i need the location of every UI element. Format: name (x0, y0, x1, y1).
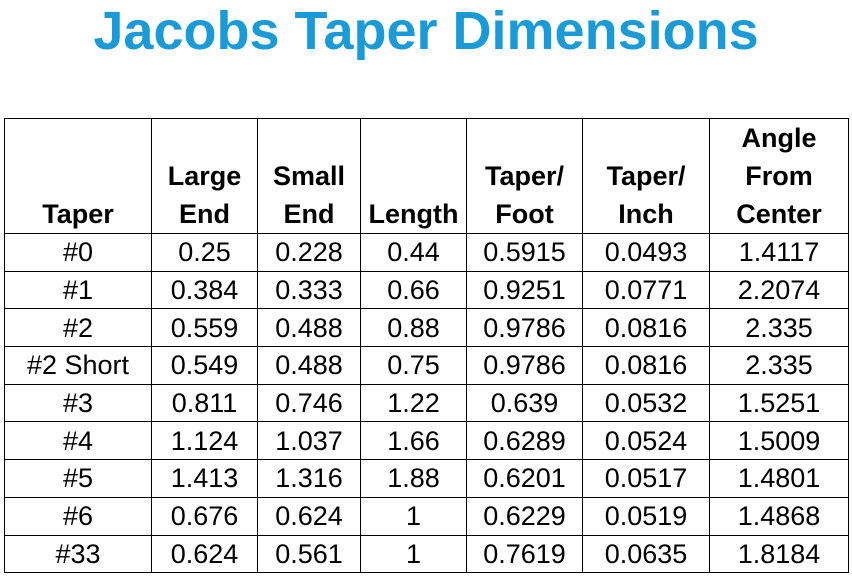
header-line: Small (272, 161, 346, 191)
table-body: #0 0.25 0.228 0.44 0.5915 0.0493 1.4117 #1 0.384… (4, 233, 849, 574)
cell: 2.335 (709, 308, 849, 348)
cell: 0.333 (257, 270, 361, 310)
cell: 0.6229 (466, 496, 583, 536)
column-header: Taper/Inch (582, 118, 710, 234)
cell: 0.0532 (582, 383, 710, 423)
header-line: Length (368, 199, 459, 229)
table-row: #3 0.811 0.746 1.22 0.639 0.0532 1.5251 (4, 383, 849, 423)
taper-name: #33 (4, 534, 152, 574)
header-line: Taper (42, 199, 114, 229)
cell: 1.88 (360, 459, 467, 498)
table-row: #0 0.25 0.228 0.44 0.5915 0.0493 1.4117 (4, 233, 849, 272)
cell: 0.746 (257, 383, 361, 423)
cell: 1.5009 (709, 421, 849, 461)
cell: 2.2074 (709, 270, 849, 310)
cell: 0.0493 (582, 233, 710, 272)
cell: 2.335 (709, 346, 849, 385)
table-row: #2 Short 0.549 0.488 0.75 0.9786 0.0816 2.335 (4, 346, 849, 385)
table-row: #1 0.384 0.333 0.66 0.9251 0.0771 2.2074 (4, 270, 849, 310)
title: Jacobs Taper Dimensions (93, 1, 759, 61)
column-header: Large End (151, 118, 258, 234)
header-line: Taper/ (606, 161, 686, 191)
cell: 0.9786 (466, 346, 583, 385)
cell: 0.25 (151, 233, 258, 272)
cell: 0.488 (257, 346, 361, 385)
cell: 0.384 (151, 270, 258, 310)
cell: 1.66 (360, 421, 467, 461)
cell: 0.549 (151, 346, 258, 385)
cell: 1.4868 (709, 496, 849, 536)
cell: 0.9251 (466, 270, 583, 310)
cell: 1.037 (257, 421, 361, 461)
cell: 0.639 (466, 383, 583, 423)
cell: 0.488 (257, 308, 361, 348)
cell: 1 (360, 496, 467, 536)
cell: 0.0816 (582, 308, 710, 348)
header-line: Center (736, 199, 822, 229)
table-row: #5 1.413 1.316 1.88 0.6201 0.0517 1.4801 (4, 459, 849, 498)
cell: 1.4117 (709, 233, 849, 272)
column-header: Angle From Center (709, 118, 849, 234)
header-line: End (283, 199, 335, 229)
taper-table: Taper Large End Small End Length Taper/Foot Tap… (4, 118, 849, 574)
header-line: Taper/ (484, 161, 565, 191)
cell: 0.0771 (582, 270, 710, 310)
cell: 1.413 (151, 459, 258, 498)
cell: 1.316 (257, 459, 361, 498)
cell: 1.8184 (709, 534, 849, 574)
cell: 0.676 (151, 496, 258, 536)
table-row: #6 0.676 0.624 1 0.6229 0.0519 1.4868 (4, 496, 849, 536)
taper-name: #4 (4, 421, 152, 461)
cell: 0.559 (151, 308, 258, 348)
header-row: Taper Large End Small End Length Taper/Foot Tap… (4, 118, 849, 234)
taper-name: #3 (4, 383, 152, 423)
taper-name: #2 Short (4, 346, 152, 385)
table-row: #4 1.124 1.037 1.66 0.6289 0.0524 1.5009 (4, 421, 849, 461)
header-line: Angle (741, 123, 817, 153)
cell: 0.0524 (582, 421, 710, 461)
taper-name: #5 (4, 459, 152, 498)
cell: 1 (360, 534, 467, 574)
taper-name: #6 (4, 496, 152, 536)
cell: 1.22 (360, 383, 467, 423)
header-line: Inch (618, 199, 674, 229)
cell: 1.124 (151, 421, 258, 461)
cell: 0.9786 (466, 308, 583, 348)
cell: 1.4801 (709, 459, 849, 498)
cell: 0.6201 (466, 459, 583, 498)
taper-name: #1 (4, 270, 152, 310)
column-header: Taper (4, 118, 152, 234)
table-header: Taper Large End Small End Length Taper/Foot Tap… (4, 118, 849, 234)
cell: 0.6289 (466, 421, 583, 461)
cell: 1.5251 (709, 383, 849, 423)
cell: 0.228 (257, 233, 361, 272)
cell: 0.0519 (582, 496, 710, 536)
column-header: Small End (257, 118, 361, 234)
table-row: #33 0.624 0.561 1 0.7619 0.0635 1.8184 (4, 534, 849, 574)
header-line: From (745, 161, 813, 191)
column-header: Taper/Foot (466, 118, 583, 234)
taper-name: #0 (4, 233, 152, 272)
cell: 0.811 (151, 383, 258, 423)
cell: 0.561 (257, 534, 361, 574)
cell: 0.0517 (582, 459, 710, 498)
cell: 0.7619 (466, 534, 583, 574)
cell: 0.624 (151, 534, 258, 574)
cell: 0.44 (360, 233, 467, 272)
header-line: Foot (495, 199, 554, 229)
column-header: Length (360, 118, 467, 234)
table-row: #2 0.559 0.488 0.88 0.9786 0.0816 2.335 (4, 308, 849, 348)
cell: 0.75 (360, 346, 467, 385)
header-line: End (179, 199, 230, 229)
taper-name: #2 (4, 308, 152, 348)
cell: 0.0635 (582, 534, 710, 574)
cell: 0.0816 (582, 346, 710, 385)
header-line: Large (167, 161, 242, 191)
cell: 0.5915 (466, 233, 583, 272)
cell: 0.624 (257, 496, 361, 536)
cell: 0.66 (360, 270, 467, 310)
cell: 0.88 (360, 308, 467, 348)
